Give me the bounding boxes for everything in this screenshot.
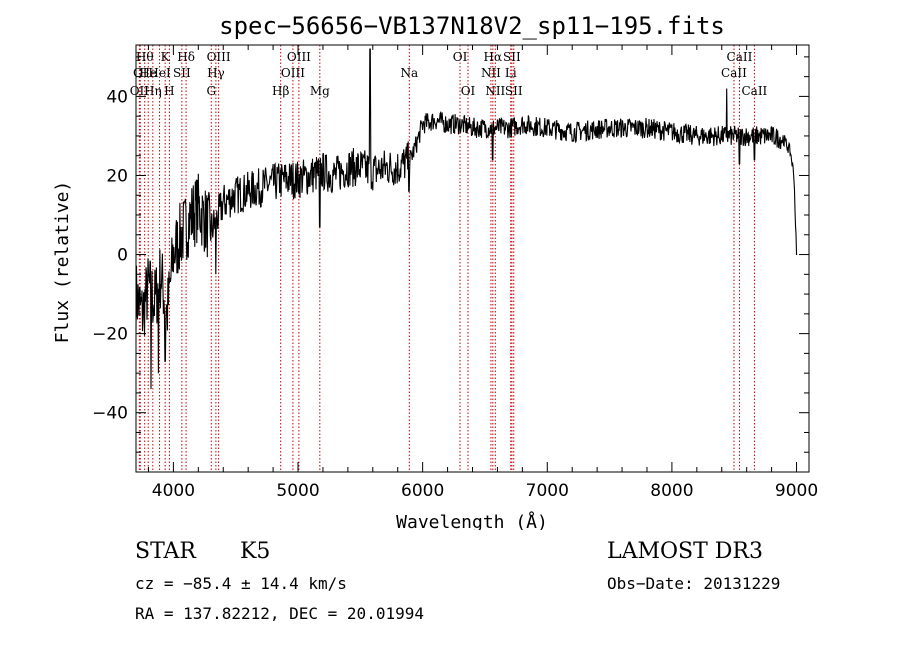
x-tick-label: 6000	[401, 481, 444, 501]
x-tick-label: 9000	[775, 481, 818, 501]
obs-date: Obs−Date: 20131229	[607, 574, 781, 593]
object-subclass: K5	[240, 539, 271, 564]
line-markers	[138, 45, 755, 472]
line-label: OII	[130, 84, 150, 98]
line-label: CaII	[741, 84, 767, 98]
line-label: NII	[481, 66, 501, 80]
line-label: OIII	[287, 50, 311, 64]
line-label: CaII	[721, 66, 747, 80]
y-tick-label: −40	[92, 404, 128, 424]
line-label: Hδ	[177, 50, 195, 64]
x-tick-label: 5000	[276, 481, 319, 501]
y-tick-label: 20	[106, 166, 128, 186]
line-label: SII	[503, 50, 521, 64]
line-label: H	[164, 84, 174, 98]
y-tick-label: 40	[106, 87, 128, 107]
line-label: Hα	[484, 50, 503, 64]
x-tick-label: 4000	[152, 481, 195, 501]
spectrum-plot: spec−56656−VB137N18V2_sp11−195.fits OIIO…	[52, 12, 818, 530]
line-label: Li	[505, 66, 517, 80]
line-label: He	[139, 66, 157, 80]
line-label: SII	[505, 84, 523, 98]
x-tick-label: 7000	[526, 481, 569, 501]
y-tick-label: −20	[92, 325, 128, 345]
line-label: OI	[453, 50, 468, 64]
line-label: Hβ	[272, 84, 289, 98]
line-label: HeI	[148, 66, 171, 80]
chart-title: spec−56656−VB137N18V2_sp11−195.fits	[219, 12, 725, 40]
coordinates: RA = 137.82212, DEC = 20.01994	[135, 604, 424, 623]
y-tick-label: 0	[117, 246, 128, 266]
object-class: STAR	[135, 539, 196, 564]
line-label: OI	[461, 84, 476, 98]
survey-name: LAMOST DR3	[607, 539, 763, 564]
plot-frame	[135, 44, 810, 473]
y-axis: −40 −20 0 20 40	[92, 56, 809, 473]
x-tick-label: 8000	[650, 481, 693, 501]
line-label: CaII	[727, 50, 753, 64]
line-label: Hη	[144, 84, 162, 98]
line-label: G	[206, 84, 216, 98]
line-label: OIII	[207, 50, 231, 64]
redshift-value: cz = −85.4 ± 14.4 km/s	[135, 574, 347, 593]
line-label: SII	[173, 66, 191, 80]
line-label: NII	[485, 84, 505, 98]
line-labels: OII OI Hθ He Hη HeI K H SII Hδ G Hγ OIII Hβ OIII OIII Mg…	[130, 50, 768, 98]
x-axis-label: Wavelength (Å)	[396, 511, 548, 530]
line-label: Hθ	[136, 50, 154, 64]
line-label: OIII	[281, 66, 305, 80]
line-label: Hγ	[207, 66, 225, 80]
line-label: Na	[400, 66, 418, 80]
x-axis: 4000 5000 6000 7000 8000 9000	[147, 45, 818, 501]
line-label: K	[161, 50, 171, 64]
spectrum-line	[135, 48, 798, 390]
y-axis-label: Flux (relative)	[52, 181, 73, 344]
line-label: Mg	[310, 84, 330, 98]
